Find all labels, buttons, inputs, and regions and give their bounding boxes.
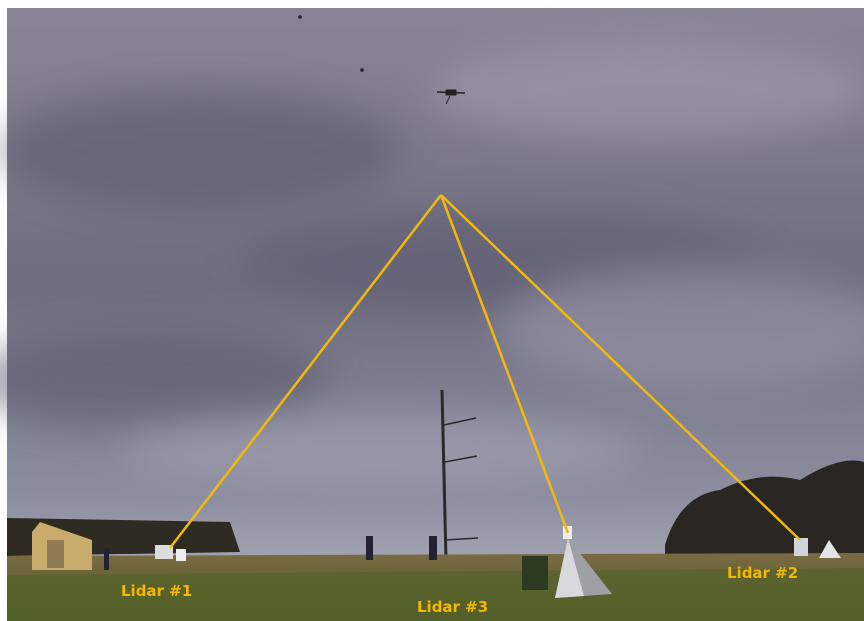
- label: Lidar #1: [121, 582, 192, 600]
- label: Lidar #3: [417, 598, 488, 616]
- annotation-lines: [169, 194, 801, 549]
- beam-line: [439, 194, 570, 534]
- beam-line: [440, 194, 801, 541]
- beam-line: [169, 194, 442, 549]
- label: Lidar #2: [727, 564, 798, 582]
- scene: [0, 8, 864, 621]
